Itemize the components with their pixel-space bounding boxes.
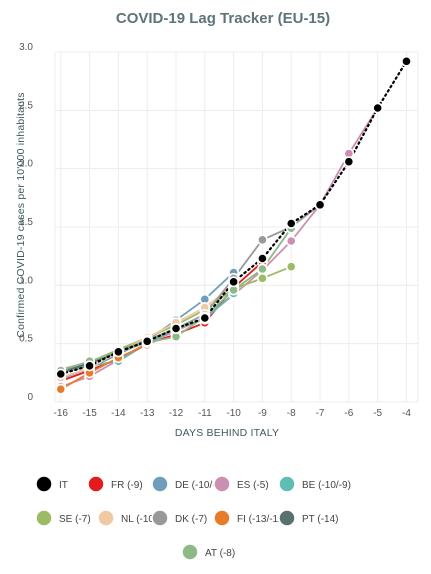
x-tick-label: -13 (140, 408, 155, 419)
data-point-at (257, 263, 268, 275)
data-point-it (257, 253, 268, 264)
legend-item-dk: DK (-7) (151, 509, 207, 527)
legend-item-es: ES (-5) (213, 475, 269, 493)
y-tick-label: 3.0 (19, 42, 33, 53)
data-point-it (112, 346, 124, 358)
legend-label-de: DE (-10/-9) (175, 480, 224, 491)
legend-marker-de (151, 475, 169, 493)
legend-label-pt: PT (-14) (302, 514, 339, 525)
legend-item-fr: FR (-9) (87, 475, 143, 493)
x-tick-label: -7 (316, 408, 325, 419)
chart-title: COVID-19 Lag Tracker (EU-15) (116, 10, 330, 27)
legend-marker-nl (97, 509, 115, 527)
data-point-it (401, 55, 412, 67)
legend-item-it: IT (35, 475, 68, 493)
legend-marker-at (181, 543, 199, 561)
legend-item-at: AT (-8) (181, 543, 235, 561)
legend: IT FR (-9) DE (-10/-9) ES (-5) BE (-10/-9) SE… (35, 475, 351, 561)
data-point-it (55, 368, 67, 380)
legend-marker-fi (213, 509, 231, 527)
x-tick-label: -12 (169, 408, 184, 419)
data-point-dk (257, 234, 268, 246)
y-tick-label: 0.5 (19, 334, 33, 345)
x-tick-label: -15 (82, 408, 97, 419)
data-point-it (170, 323, 182, 334)
legend-marker-dk (151, 509, 169, 527)
legend-marker-se (35, 509, 53, 527)
legend-label-be: BE (-10/-9) (302, 480, 351, 491)
x-tick-label: -4 (402, 408, 411, 419)
x-tick-label: -14 (111, 408, 126, 419)
x-tick-label: -9 (258, 408, 267, 419)
legend-label-it: IT (59, 480, 68, 491)
legend-label-se: SE (-7) (59, 514, 91, 525)
legend-item-fi: FI (-13/-12) (213, 509, 287, 527)
legend-label-at: AT (-8) (205, 548, 235, 559)
data-point-se (285, 261, 297, 273)
legend-label-es: ES (-5) (237, 480, 269, 491)
data-point-it (84, 360, 95, 372)
grid-layer (54, 51, 419, 403)
legend-marker-pt (278, 509, 296, 527)
data-point-it (141, 335, 153, 347)
legend-item-se: SE (-7) (35, 509, 91, 527)
legend-marker-fr (87, 475, 105, 493)
axis-layer: 0 0.5 1.0 1.5 2.0 2.5 3.0 -16 -15 -14 -13 -12 -11 -10… (19, 42, 411, 419)
y-tick-label: 2.5 (19, 100, 33, 111)
series-line-es (59, 107, 379, 388)
legend-item-de: DE (-10/-9) (151, 475, 224, 493)
data-point-es (285, 235, 297, 247)
data-point-it (199, 312, 211, 324)
series-line-fi (59, 343, 149, 391)
y-axis-label: Confirmed COVID-19 cases per 10'000 inha… (15, 92, 27, 337)
series-layer (55, 55, 412, 395)
x-tick-label: -16 (54, 408, 69, 419)
legend-item-pt: PT (-14) (278, 509, 339, 527)
x-axis-label: DAYS BEHIND ITALY (175, 427, 279, 439)
data-point-fi (55, 383, 67, 395)
series-line-dk (59, 203, 321, 375)
x-tick-label: -10 (226, 408, 241, 419)
data-point-it (314, 199, 326, 211)
y-tick-label: 0 (27, 392, 33, 403)
x-tick-label: -11 (198, 408, 212, 419)
legend-label-fr: FR (-9) (111, 480, 143, 491)
data-point-se (257, 272, 268, 284)
legend-label-fi: FI (-13/-12) (237, 514, 287, 525)
x-tick-label: -8 (287, 408, 296, 419)
legend-marker-be (278, 475, 296, 493)
data-point-it (372, 102, 384, 114)
x-tick-label: -5 (373, 408, 382, 419)
legend-label-nl: NL (-10) (121, 514, 157, 525)
data-point-it (228, 276, 240, 288)
data-point-it (285, 218, 297, 229)
legend-item-nl: NL (-10) (97, 509, 157, 527)
y-tick-label: 1.0 (19, 275, 33, 286)
legend-marker-it (35, 475, 53, 493)
y-tick-label: 2.0 (19, 159, 33, 170)
legend-marker-es (213, 475, 231, 493)
data-point-it (343, 156, 355, 168)
legend-label-dk: DK (-7) (175, 514, 207, 525)
x-tick-label: -6 (344, 408, 353, 419)
y-tick-label: 1.5 (19, 217, 33, 228)
legend-item-be: BE (-10/-9) (278, 475, 351, 493)
